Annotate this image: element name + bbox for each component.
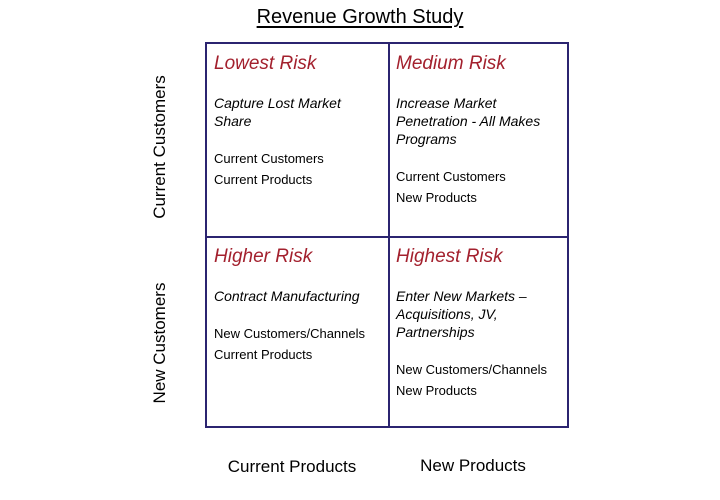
cell-medium-risk: Medium Risk Increase Market Penetration … [396,52,570,208]
risk-heading: Higher Risk [214,246,313,267]
detail-products: New Products [396,190,477,205]
strategy-text: Increase Market Penetration - All Makes … [396,95,541,147]
risk-heading: Lowest Risk [214,53,317,74]
risk-matrix: Lowest Risk Capture Lost Market Share Cu… [205,42,569,428]
column-label-current-products: Current Products [227,457,357,476]
cell-highest-risk: Highest Risk Enter New Markets – Acquisi… [396,245,570,401]
detail-customers: New Customers/Channels [396,362,548,377]
row-label-new-customers: New Customers [150,282,169,404]
column-label-new-products: New Products [420,456,526,475]
cell-higher-risk: Higher Risk Contract Manufacturing New C… [214,245,388,365]
diagram-title: Revenue Growth Study [256,6,464,28]
detail-customers: Current Customers [214,151,324,166]
strategy-text: Enter New Markets – Acquisitions, JV, Pa… [396,288,527,340]
risk-heading: Highest Risk [396,246,503,267]
detail-products: New Products [396,383,477,398]
strategy-text: Contract Manufacturing [214,288,360,304]
detail-customers: Current Customers [396,169,506,184]
cell-lowest-risk: Lowest Risk Capture Lost Market Share Cu… [214,52,388,190]
strategy-text: Capture Lost Market Share [214,95,341,129]
detail-products: Current Products [214,347,313,362]
detail-products: Current Products [214,172,313,187]
detail-customers: New Customers/Channels [214,326,366,341]
row-label-current-customers: Current Customers [150,75,169,219]
matrix-vertical-divider [388,44,390,426]
risk-heading: Medium Risk [396,53,506,74]
matrix-horizontal-divider [207,236,567,238]
